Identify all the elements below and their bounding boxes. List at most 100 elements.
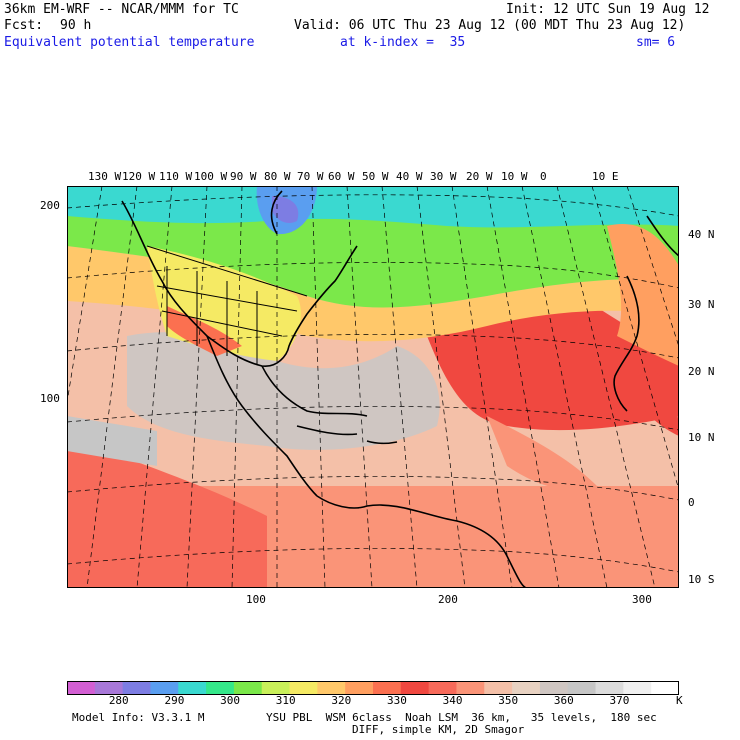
lon-line (67, 186, 103, 405)
colorbar-tick-label: 350 (498, 694, 519, 707)
model-info: Model Info: V3.3.1 M (72, 711, 205, 724)
lon-line (556, 186, 656, 588)
colorbar-swatch (651, 681, 679, 695)
lon-line (521, 186, 608, 588)
colorbar-tick-label: 290 (164, 694, 185, 707)
colorbar-swatch (567, 681, 597, 695)
colorbar-tick-label: 340 (442, 694, 463, 707)
colorbar-tick-label: 300 (220, 694, 240, 707)
colorbar-swatch (623, 681, 652, 695)
lat-label: 10 N (688, 431, 715, 444)
field-pacific-warm (67, 436, 267, 588)
coast-cuba (296, 425, 358, 436)
colorbar-swatch (595, 681, 624, 695)
colorbar-swatch (233, 681, 263, 695)
lon-line (346, 186, 373, 588)
colorbar-swatch (317, 681, 346, 695)
field-pacific-grey (67, 416, 157, 466)
y-grid-label-100: 100 (40, 392, 60, 405)
x-grid-label-300: 300 (632, 593, 652, 606)
field-sahara-red (627, 356, 679, 436)
colorbar-swatch (67, 681, 96, 695)
lat-line-equator (67, 476, 679, 501)
state-borders (156, 285, 298, 337)
field-europe-orange (607, 224, 679, 366)
coast-hispaniola (366, 440, 398, 445)
colorbar-tick-label: 310 (275, 694, 296, 707)
coast-africa (613, 275, 640, 412)
lon-line (311, 186, 326, 588)
x-grid-label-100: 100 (246, 593, 266, 606)
forecast-hour: 90 h (60, 18, 92, 33)
state-borders (166, 266, 258, 364)
lon-line (381, 186, 418, 588)
border-us-canada (146, 245, 308, 297)
lon-label: 50 W (362, 170, 389, 183)
coast-north-america (121, 200, 358, 367)
lon-label: 60 W (328, 170, 355, 183)
coast-europe (646, 215, 679, 257)
colorbar-swatch (428, 681, 457, 695)
colorbar-swatch (512, 681, 541, 695)
colorbar-swatch (484, 681, 513, 695)
colorbar-swatch (539, 681, 569, 695)
field-atlantic-red (427, 299, 679, 431)
lat-label: 10 S (688, 573, 715, 586)
coast-mexico (206, 335, 318, 497)
lat-line-10n (67, 406, 679, 431)
forecast-label: Fcst: (4, 18, 44, 33)
lon-line (186, 186, 208, 588)
lon-label: 90 W (230, 170, 257, 183)
lat-label: 0 (688, 496, 695, 509)
lon-line (136, 186, 173, 588)
y-grid-label-200: 200 (40, 199, 60, 212)
coastlines (121, 190, 679, 588)
colorbar-swatch (345, 681, 374, 695)
init-time: Init: 12 UTC Sun 19 Aug 12 (506, 2, 710, 17)
lat-label: 40 N (688, 228, 715, 241)
lon-label: 20 W (466, 170, 493, 183)
lon-label: 10 E (592, 170, 619, 183)
colorbar (67, 681, 679, 695)
diffusion-info: DIFF, simple KM, 2D Smagor (352, 723, 525, 736)
colorbar-tick-label: 370 (609, 694, 630, 707)
lon-label: 70 W (297, 170, 324, 183)
colorbar-tick-label: 320 (331, 694, 352, 707)
colorbar-swatch (400, 681, 430, 695)
lon-line (591, 186, 679, 492)
theta-e-map (67, 186, 679, 588)
coast-south-america (316, 495, 528, 588)
lat-label: 20 N (688, 365, 715, 378)
lon-line (451, 186, 513, 588)
colorbar-swatch (289, 681, 318, 695)
lon-label: 0 (540, 170, 547, 183)
coast-gulf (261, 365, 368, 417)
lon-label: 10 W (501, 170, 528, 183)
lon-label: 40 W (396, 170, 423, 183)
lon-label: 110 W (159, 170, 193, 183)
lon-label: 30 W (430, 170, 457, 183)
map-frame (67, 186, 679, 588)
colorbar-swatch (150, 681, 179, 695)
field-us-red (167, 306, 242, 356)
field-north-cyan (67, 186, 679, 228)
colorbar-swatch (456, 681, 485, 695)
colorbar-tick-label: 330 (387, 694, 407, 707)
valid-time: Valid: 06 UTC Thu 23 Aug 12 (00 MDT Thu … (294, 18, 686, 33)
lat-line-20n (67, 334, 679, 359)
lat-label: 30 N (688, 298, 715, 311)
x-grid-label-200: 200 (438, 593, 458, 606)
colorbar-swatch (261, 681, 291, 695)
lat-line-40n (67, 194, 679, 217)
lat-line-10s (67, 548, 679, 573)
lon-label: 80 W (264, 170, 291, 183)
colorbar-swatch (178, 681, 207, 695)
level-info: at k-index = 35 (340, 35, 466, 50)
colorbar-swatch (373, 681, 402, 695)
colorbar-swatch (206, 681, 235, 695)
political-boundaries (146, 245, 308, 364)
lon-label: 100 W (194, 170, 228, 183)
field-name: Equivalent potential temperature (4, 35, 255, 50)
field-hudson-purple (272, 196, 299, 223)
physics-info: YSU PBL WSM 6class Noah LSM 36 km, 35 le… (266, 711, 657, 724)
